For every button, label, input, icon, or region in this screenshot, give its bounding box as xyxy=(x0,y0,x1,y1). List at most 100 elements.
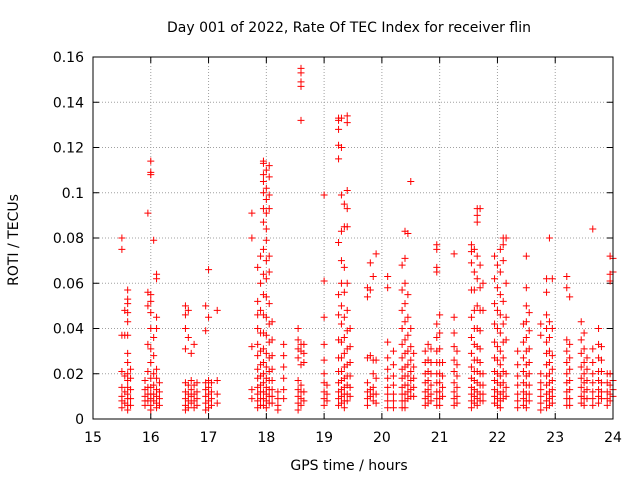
data-point xyxy=(259,345,267,353)
data-point xyxy=(257,252,265,260)
data-point xyxy=(580,370,588,378)
data-point xyxy=(566,377,574,385)
data-point xyxy=(479,390,487,398)
data-point xyxy=(259,171,267,179)
data-point xyxy=(493,284,501,292)
chart-title: Day 001 of 2022, Rate Of TEC Index for r… xyxy=(167,20,531,36)
data-point xyxy=(265,191,273,199)
data-point xyxy=(499,388,507,396)
data-point xyxy=(337,191,345,199)
data-point xyxy=(372,356,380,364)
data-point xyxy=(259,189,267,197)
data-point xyxy=(124,300,132,308)
data-point xyxy=(537,392,545,400)
data-point xyxy=(499,354,507,362)
data-point xyxy=(389,404,397,412)
data-point xyxy=(320,340,328,348)
data-point xyxy=(337,114,345,122)
data-point xyxy=(213,377,221,385)
data-point xyxy=(404,361,412,369)
data-point xyxy=(280,340,288,348)
data-point xyxy=(427,345,435,353)
data-point xyxy=(320,277,328,285)
data-point xyxy=(407,356,415,364)
data-point xyxy=(127,374,135,382)
data-point xyxy=(337,302,345,310)
data-point xyxy=(606,277,614,285)
data-point xyxy=(467,313,475,321)
data-point xyxy=(343,112,351,120)
data-point xyxy=(262,275,270,283)
data-point xyxy=(404,331,412,339)
x-tick-label: 22 xyxy=(489,430,507,446)
data-point xyxy=(450,379,458,387)
data-point xyxy=(150,334,158,342)
data-point xyxy=(548,399,556,407)
data-point xyxy=(274,388,282,396)
data-point xyxy=(300,340,308,348)
data-point xyxy=(577,374,585,382)
data-point xyxy=(398,340,406,348)
data-point xyxy=(467,241,475,249)
data-point xyxy=(467,363,475,371)
data-point xyxy=(205,313,213,321)
data-point xyxy=(202,302,210,310)
data-point xyxy=(433,268,441,276)
data-point xyxy=(410,363,418,371)
data-point xyxy=(294,336,302,344)
data-point xyxy=(147,297,155,305)
data-point xyxy=(259,245,267,253)
data-point xyxy=(127,395,135,403)
data-point xyxy=(502,383,510,391)
data-point xyxy=(467,349,475,357)
data-point xyxy=(262,293,270,301)
data-point xyxy=(346,358,354,366)
data-point xyxy=(450,388,458,396)
data-point xyxy=(545,347,553,355)
x-tick-label: 16 xyxy=(142,430,160,446)
data-point xyxy=(476,345,484,353)
data-point xyxy=(297,381,305,389)
data-point xyxy=(254,365,262,373)
data-point xyxy=(205,266,213,274)
data-point xyxy=(337,144,345,151)
data-point xyxy=(372,399,380,407)
data-point xyxy=(127,401,135,409)
data-point xyxy=(184,306,192,314)
data-point xyxy=(583,365,591,373)
data-point xyxy=(522,284,530,292)
data-point xyxy=(147,309,155,317)
data-point xyxy=(155,379,163,387)
data-point xyxy=(545,358,553,366)
data-point xyxy=(502,279,510,287)
data-point xyxy=(343,397,351,405)
data-points xyxy=(118,64,617,414)
data-point xyxy=(248,343,256,351)
data-point xyxy=(124,309,132,317)
y-tick-label: 0.14 xyxy=(53,95,84,111)
data-point xyxy=(343,279,351,287)
data-point xyxy=(155,401,163,409)
data-point xyxy=(525,390,533,398)
data-point xyxy=(548,352,556,360)
data-point xyxy=(384,338,392,346)
data-point xyxy=(187,349,195,357)
data-point xyxy=(404,381,412,389)
data-point xyxy=(496,245,504,253)
data-point xyxy=(207,379,215,387)
data-point xyxy=(363,401,371,409)
data-point xyxy=(496,361,504,369)
data-point xyxy=(537,370,545,378)
data-point xyxy=(603,401,611,409)
data-point xyxy=(522,302,530,310)
data-point xyxy=(421,347,429,355)
data-point xyxy=(337,320,345,328)
data-point xyxy=(300,358,308,366)
data-point xyxy=(606,381,614,389)
data-point xyxy=(566,386,574,394)
data-point xyxy=(548,365,556,373)
x-tick-label: 23 xyxy=(546,430,564,446)
data-point xyxy=(340,263,348,271)
data-point xyxy=(262,184,270,192)
data-point xyxy=(424,386,432,394)
